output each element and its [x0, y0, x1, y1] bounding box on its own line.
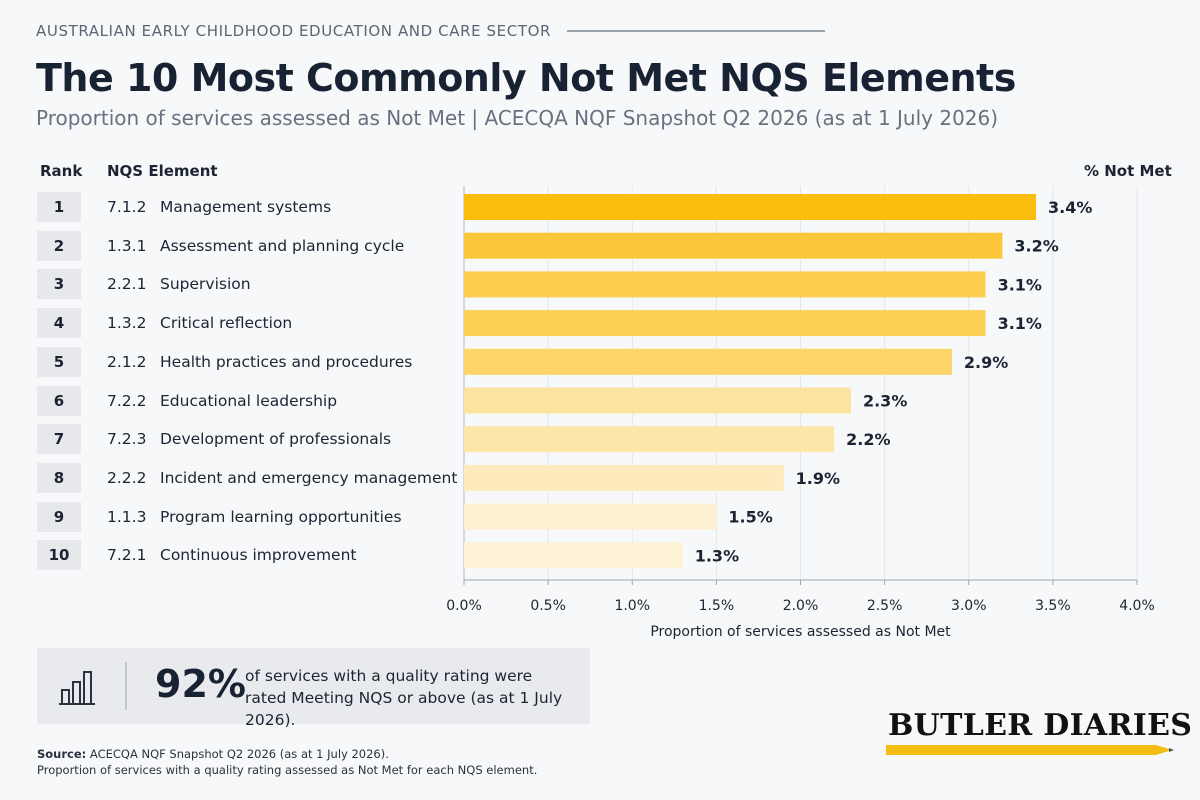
element-name: Educational leadership — [160, 391, 338, 410]
x-tick-label: 1.5% — [699, 598, 735, 614]
brand-underline-tip — [1156, 745, 1172, 755]
sector-label: AUSTRALIAN EARLY CHILDHOOD EDUCATION AND… — [36, 22, 552, 40]
element-name: Assessment and planning cycle — [160, 236, 405, 255]
bar-value-label: 3.2% — [1014, 237, 1058, 256]
bar-value-label: 2.3% — [863, 392, 907, 411]
bar-value-label: 1.5% — [728, 508, 772, 527]
element-name: Critical reflection — [160, 314, 293, 333]
x-tick-label: 2.0% — [783, 598, 819, 614]
chart-subtitle: Proportion of services assessed as Not M… — [36, 106, 999, 130]
element-name: Continuous improvement — [160, 546, 357, 565]
element-name: Management systems — [160, 198, 332, 216]
bar-value-label: 1.9% — [796, 469, 840, 488]
bar-chart-icon — [59, 671, 95, 705]
x-tick-label: 0.5% — [530, 598, 566, 614]
rank-badge: 4 — [37, 308, 81, 339]
bar-value-label: 3.4% — [1048, 198, 1092, 217]
rank-badge: 10 — [37, 540, 81, 571]
x-axis-label: Proportion of services assessed as Not M… — [650, 624, 951, 640]
bar — [464, 348, 952, 375]
x-tick-label: 1.0% — [614, 598, 650, 614]
bar — [464, 464, 784, 491]
element-name: Incident and emergency management — [160, 468, 458, 487]
bar — [464, 387, 851, 414]
x-tick-label: 4.0% — [1119, 598, 1155, 614]
brand-underline-point — [1169, 748, 1174, 752]
sector-header: AUSTRALIAN EARLY CHILDHOOD EDUCATION AND… — [36, 22, 826, 40]
source-line-1: ACECQA NQF Snapshot Q2 2026 (as at 1 Jul… — [89, 747, 389, 761]
callout-text: of services with a quality rating were r… — [245, 667, 563, 729]
element-name: Development of professionals — [160, 430, 392, 449]
callout-stat: 92% — [155, 662, 246, 706]
sector-rule — [567, 30, 826, 32]
rank-badge: 5 — [37, 346, 81, 377]
rank-badge: 3 — [37, 269, 81, 300]
bar — [464, 426, 835, 453]
element-code: 7.2.2 — [107, 391, 147, 410]
element-code: 1.3.2 — [107, 314, 147, 333]
bar — [464, 542, 683, 569]
source-note: Source: ACECQA NQF Snapshot Q2 2026 (as … — [37, 746, 537, 778]
element-code: 1.3.1 — [107, 236, 147, 255]
rank-badge: 1 — [37, 192, 81, 222]
source-label: Source: — [37, 747, 87, 761]
element-header: NQS Element — [107, 162, 218, 180]
bar-value-label: 2.2% — [846, 430, 890, 449]
bar — [464, 310, 986, 337]
x-tick-label: 2.5% — [867, 598, 903, 614]
x-tick-label: 3.0% — [951, 598, 987, 614]
rank-badge: 2 — [37, 230, 81, 261]
rank-header: Rank — [40, 162, 83, 180]
bar — [464, 194, 1037, 220]
brand-underline — [886, 745, 1156, 755]
callout-divider — [125, 662, 127, 710]
element-name: Program learning opportunities — [160, 507, 402, 526]
element-name: Supervision — [160, 275, 251, 294]
rank-badge: 7 — [37, 424, 81, 455]
bar — [464, 503, 717, 530]
summary-callout: 92% of services with a quality rating we… — [37, 648, 590, 729]
chart-title: The 10 Most Commonly Not Met NQS Element… — [36, 56, 1016, 100]
x-tick-label: 0.0% — [446, 598, 482, 614]
element-code: 7.2.3 — [107, 430, 147, 449]
x-tick-label: 3.5% — [1035, 598, 1071, 614]
source-line-2: Proportion of services with a quality ra… — [37, 763, 538, 777]
brand-logo: BUTLER DIARIES — [888, 708, 1193, 743]
value-header: % Not Met — [1084, 162, 1172, 180]
bar-value-label: 3.1% — [998, 314, 1042, 333]
bar-value-label: 3.1% — [998, 275, 1042, 294]
element-code: 7.1.2 — [107, 198, 147, 216]
bar-value-label: 1.3% — [695, 546, 739, 565]
rank-badge: 6 — [37, 385, 81, 416]
element-name: Health practices and procedures — [160, 352, 413, 371]
bar-value-label: 2.9% — [964, 353, 1008, 372]
element-code: 2.1.2 — [107, 352, 147, 371]
rank-badge: 8 — [37, 462, 81, 493]
rank-badge: 9 — [37, 501, 81, 532]
bar — [464, 232, 1003, 259]
element-code: 2.2.1 — [107, 275, 147, 294]
element-code: 7.2.1 — [107, 546, 147, 565]
element-code: 2.2.2 — [107, 468, 147, 487]
bar — [464, 271, 986, 298]
element-code: 1.1.3 — [107, 507, 147, 526]
